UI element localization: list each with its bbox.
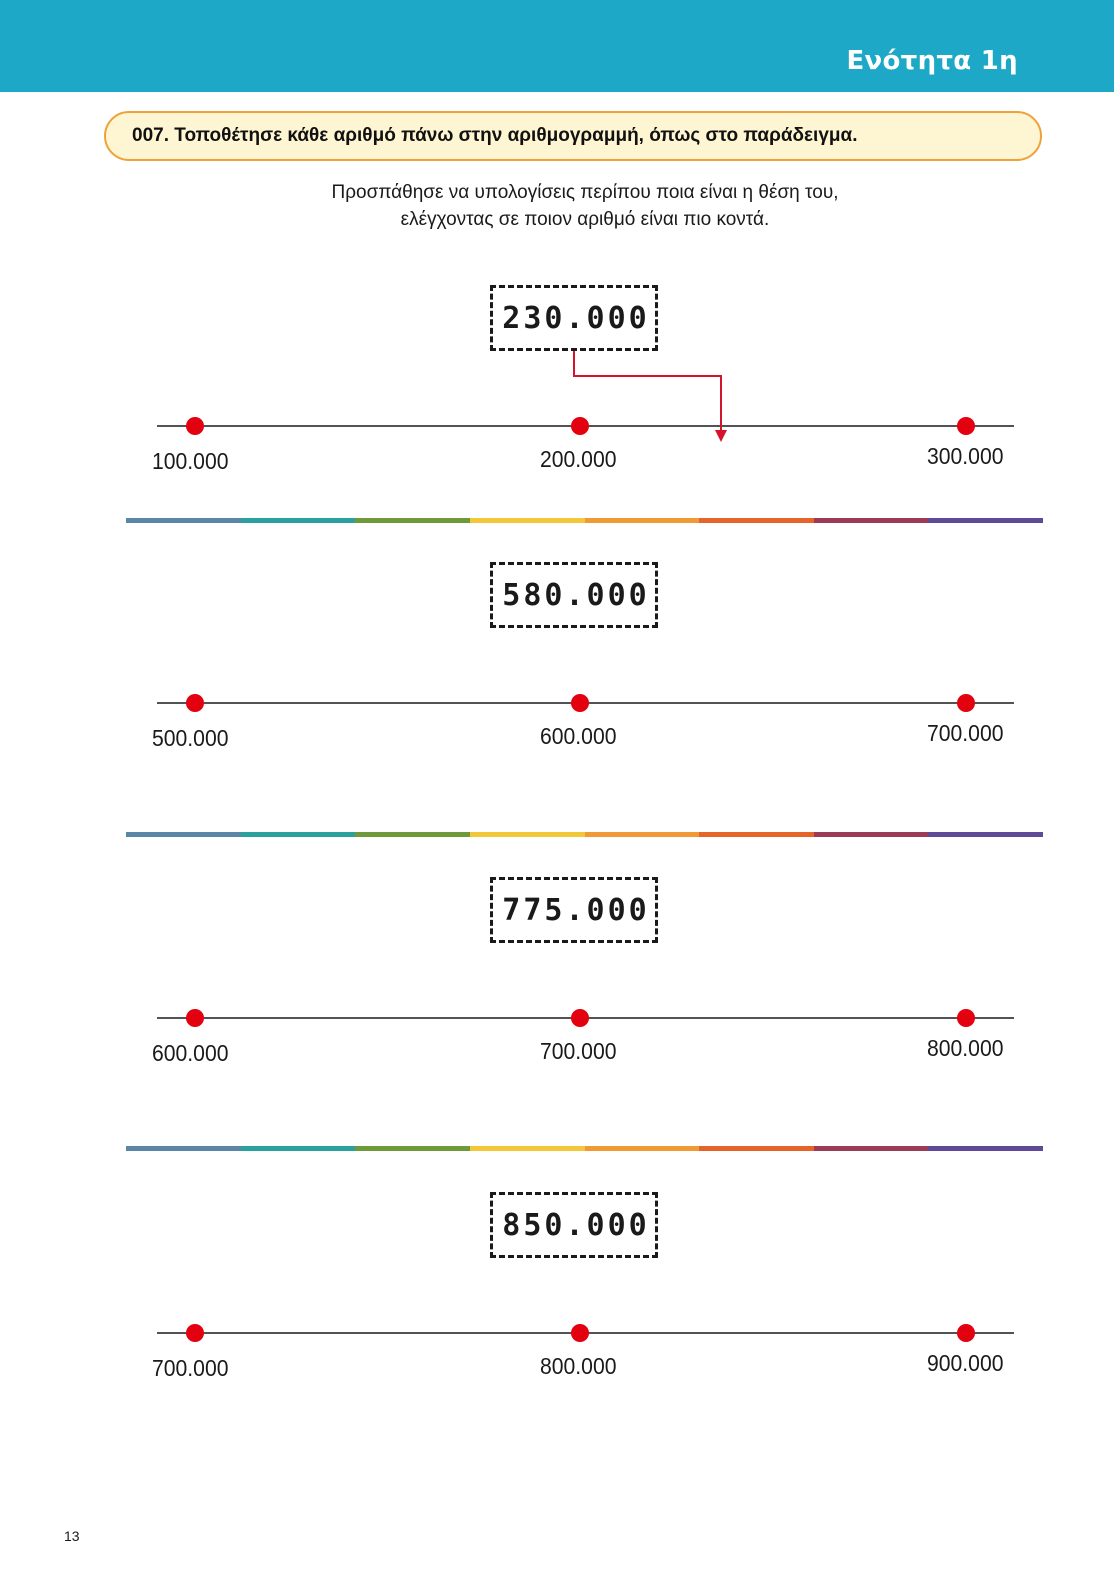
task-title-banner: 007. Τοποθέτησε κάθε αριθμό πάνω στην αρ… bbox=[104, 111, 1042, 161]
number-line-dot bbox=[186, 1324, 204, 1342]
number-line-dot bbox=[186, 1009, 204, 1027]
tick-label-1-2: 200.000 bbox=[540, 446, 617, 472]
target-number-box-2: 580.000 bbox=[490, 562, 658, 628]
rainbow-segment bbox=[584, 1146, 700, 1151]
target-number-box-3: 775.000 bbox=[490, 877, 658, 943]
rainbow-segment bbox=[699, 832, 814, 837]
rainbow-divider-3 bbox=[126, 1146, 1043, 1151]
tick-label-3-2: 700.000 bbox=[540, 1038, 617, 1064]
example-arrowhead bbox=[715, 430, 727, 442]
rainbow-segment bbox=[240, 1146, 356, 1151]
number-line-dot bbox=[571, 694, 589, 712]
target-number-1: 230.000 bbox=[502, 300, 650, 336]
rainbow-segment bbox=[355, 1146, 470, 1151]
example-arrow bbox=[573, 351, 722, 432]
instruction-line-2: ελέγχοντας σε ποιον αριθμό είναι πιο κον… bbox=[400, 209, 770, 230]
rainbow-segment bbox=[813, 1146, 929, 1151]
rainbow-segment bbox=[126, 1146, 241, 1151]
tick-label-4-3: 900.000 bbox=[927, 1350, 1004, 1376]
number-line-dot bbox=[957, 1009, 975, 1027]
number-line-dot bbox=[957, 694, 975, 712]
rainbow-segment bbox=[584, 832, 700, 837]
tick-label-4-1: 700.000 bbox=[152, 1355, 229, 1381]
rainbow-segment bbox=[584, 518, 700, 523]
rainbow-segment bbox=[469, 832, 585, 837]
rainbow-segment bbox=[928, 518, 1043, 523]
tick-label-1-3: 300.000 bbox=[927, 443, 1004, 469]
rainbow-segment bbox=[126, 832, 241, 837]
rainbow-segment bbox=[928, 832, 1043, 837]
number-line-dot bbox=[957, 417, 975, 435]
rainbow-segment bbox=[699, 518, 814, 523]
rainbow-segment bbox=[928, 1146, 1043, 1151]
header-band: Ενότητα 1η bbox=[0, 0, 1114, 92]
number-line-dot bbox=[571, 1324, 589, 1342]
number-line-dot bbox=[186, 694, 204, 712]
rainbow-segment bbox=[469, 1146, 585, 1151]
target-number-3: 775.000 bbox=[502, 892, 650, 928]
number-line-dot bbox=[571, 1009, 589, 1027]
tick-label-4-2: 800.000 bbox=[540, 1353, 617, 1379]
instruction-line-1: Προσπάθησε να υπολογίσεις περίπου ποια ε… bbox=[331, 182, 839, 203]
rainbow-segment bbox=[355, 832, 470, 837]
section-title: Ενότητα 1η bbox=[846, 46, 1018, 76]
tick-label-3-3: 800.000 bbox=[927, 1035, 1004, 1061]
number-line-dot bbox=[186, 417, 204, 435]
rainbow-segment bbox=[240, 518, 356, 523]
rainbow-segment bbox=[699, 1146, 814, 1151]
number-line-dot bbox=[957, 1324, 975, 1342]
target-number-box-4: 850.000 bbox=[490, 1192, 658, 1258]
target-number-box-1: 230.000 bbox=[490, 285, 658, 351]
tick-label-3-1: 600.000 bbox=[152, 1040, 229, 1066]
target-number-2: 580.000 bbox=[502, 577, 650, 613]
tick-label-2-1: 500.000 bbox=[152, 725, 229, 751]
rainbow-divider-1 bbox=[126, 518, 1043, 523]
page-number: 13 bbox=[64, 1528, 80, 1544]
rainbow-segment bbox=[469, 518, 585, 523]
task-title: 007. Τοποθέτησε κάθε αριθμό πάνω στην αρ… bbox=[132, 125, 858, 146]
rainbow-segment bbox=[813, 518, 929, 523]
rainbow-segment bbox=[355, 518, 470, 523]
rainbow-segment bbox=[240, 832, 356, 837]
rainbow-divider-2 bbox=[126, 832, 1043, 837]
tick-label-2-2: 600.000 bbox=[540, 723, 617, 749]
tick-label-1-1: 100.000 bbox=[152, 448, 229, 474]
rainbow-segment bbox=[126, 518, 241, 523]
number-line-dot bbox=[571, 417, 589, 435]
target-number-4: 850.000 bbox=[502, 1207, 650, 1243]
rainbow-segment bbox=[813, 832, 929, 837]
tick-label-2-3: 700.000 bbox=[927, 720, 1004, 746]
